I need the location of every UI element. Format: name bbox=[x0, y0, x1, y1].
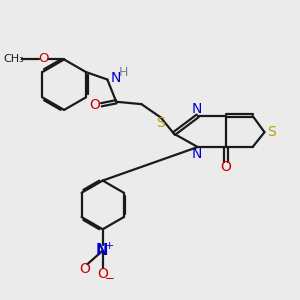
Text: +: + bbox=[104, 241, 114, 250]
Text: N: N bbox=[191, 102, 202, 116]
Text: N: N bbox=[96, 243, 108, 258]
Text: −: − bbox=[104, 272, 114, 285]
Text: O: O bbox=[38, 52, 49, 65]
Text: S: S bbox=[156, 116, 165, 130]
Text: N: N bbox=[111, 71, 121, 85]
Text: O: O bbox=[97, 267, 108, 281]
Text: S: S bbox=[267, 125, 275, 139]
Text: O: O bbox=[220, 160, 231, 174]
Text: N: N bbox=[191, 147, 202, 160]
Text: O: O bbox=[89, 98, 100, 112]
Text: H: H bbox=[119, 67, 128, 80]
Text: CH₃: CH₃ bbox=[3, 55, 24, 64]
Text: O: O bbox=[79, 262, 90, 276]
